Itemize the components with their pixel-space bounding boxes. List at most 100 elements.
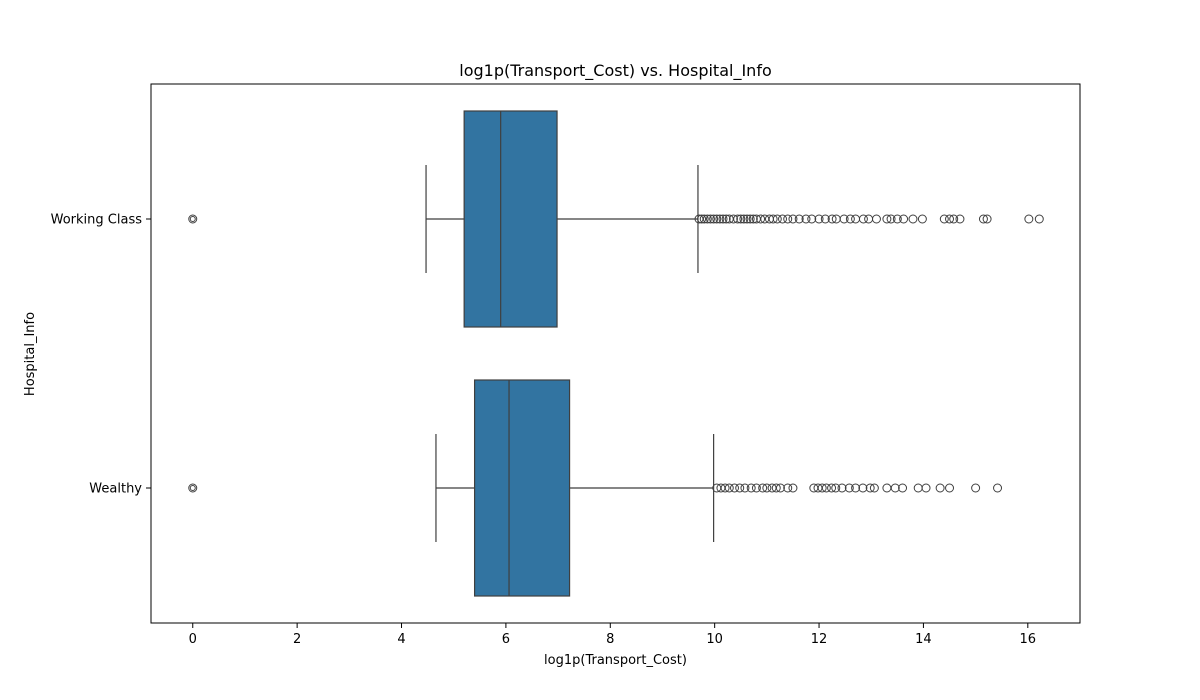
outlier-point — [783, 214, 793, 224]
x-tick-label: 16 — [1020, 632, 1037, 647]
outlier-point — [871, 214, 881, 224]
outlier-point — [775, 483, 785, 493]
outlier-point — [820, 214, 830, 224]
outlier-point — [794, 214, 804, 224]
outlier-point — [807, 214, 817, 224]
outlier-point — [762, 483, 772, 493]
outlier-point — [827, 483, 837, 493]
outlier-point — [978, 214, 988, 224]
outlier-point — [720, 483, 730, 493]
outlier-point — [892, 214, 902, 224]
outlier-point — [735, 483, 745, 493]
outlier-point — [882, 483, 892, 493]
outlier-point — [702, 214, 712, 224]
x-axis-label: log1p(Transport_Cost) — [544, 653, 687, 668]
x-axis: 0 2 4 6 8 10 12 14 16 — [189, 623, 1036, 647]
outlier-point — [935, 483, 945, 493]
outlier-point — [869, 483, 879, 493]
y-axis: Working Class Wealthy — [51, 213, 151, 497]
outlier-point — [721, 214, 731, 224]
outlier-point — [886, 214, 896, 224]
box-group-0 — [188, 110, 1044, 328]
outlier-point — [715, 214, 725, 224]
plot-frame — [150, 83, 1081, 624]
x-tick-label: 6 — [502, 632, 510, 647]
outlier-point — [845, 214, 855, 224]
outlier-point — [864, 214, 874, 224]
outlier-point — [728, 214, 738, 224]
y-tick-label: Working Class — [51, 213, 143, 228]
outlier-point — [955, 214, 965, 224]
x-tick-label: 14 — [915, 632, 932, 647]
outlier-point — [851, 483, 861, 493]
outlier-point — [831, 483, 841, 493]
outlier-point — [748, 214, 758, 224]
y-axis-label: Hospital_Info — [23, 312, 38, 396]
x-tick-label: 2 — [293, 632, 301, 647]
outlier-point — [188, 483, 198, 493]
outlier-point — [814, 214, 824, 224]
x-tick-label: 10 — [706, 632, 723, 647]
outlier-point — [899, 214, 909, 224]
outlier-point — [189, 216, 196, 222]
outlier-point — [740, 483, 750, 493]
chart-title: log1p(Transport_Cost) vs. Hospital_Info — [459, 61, 771, 81]
outlier-point — [945, 214, 955, 224]
outlier-point — [939, 214, 949, 224]
outlier-point — [712, 214, 722, 224]
x-tick-label: 12 — [811, 632, 828, 647]
box-group-1 — [188, 379, 1003, 597]
iqr-box — [463, 110, 558, 328]
outlier-point — [858, 214, 868, 224]
outlier-point — [733, 214, 743, 224]
outlier-point — [736, 214, 746, 224]
outlier-point — [697, 214, 707, 224]
outlier-point — [945, 483, 955, 493]
plot-marks — [188, 110, 1044, 597]
outlier-point — [788, 483, 798, 493]
outlier-point — [772, 214, 782, 224]
x-tick-label: 4 — [397, 632, 405, 647]
outlier-point — [993, 483, 1003, 493]
outlier-point — [739, 214, 749, 224]
outlier-point — [890, 483, 900, 493]
outlier-point — [971, 483, 981, 493]
outlier-point — [858, 483, 868, 493]
outlier-point — [898, 483, 908, 493]
outlier-point — [917, 214, 927, 224]
y-tick-label: Wealthy — [89, 482, 142, 497]
outlier-point — [839, 214, 849, 224]
outlier-point — [801, 214, 811, 224]
outlier-point — [768, 214, 778, 224]
outlier-point — [783, 483, 793, 493]
outlier-point — [844, 483, 854, 493]
outlier-point — [778, 214, 788, 224]
outlier-point — [756, 214, 766, 224]
outlier-point — [949, 214, 959, 224]
outlier-point — [742, 214, 752, 224]
outlier-point — [827, 214, 837, 224]
outlier-point — [709, 214, 719, 224]
outlier-point — [837, 483, 847, 493]
outlier-point — [865, 483, 875, 493]
outlier-point — [921, 483, 931, 493]
outlier-point — [745, 214, 755, 224]
outlier-point — [746, 483, 756, 493]
outlier-point — [188, 214, 198, 224]
outlier-point — [729, 483, 739, 493]
outlier-point — [817, 483, 827, 493]
outlier-point — [189, 485, 196, 491]
outlier-point — [758, 483, 768, 493]
x-tick-label: 0 — [189, 632, 197, 647]
outlier-point — [913, 483, 923, 493]
outlier-point — [982, 214, 992, 224]
outlier-point — [908, 214, 918, 224]
x-tick-label: 8 — [606, 632, 614, 647]
iqr-box — [473, 379, 571, 597]
outlier-point — [1034, 214, 1044, 224]
outlier-point — [751, 483, 761, 493]
outlier-point — [851, 214, 861, 224]
outlier-point — [705, 214, 715, 224]
outlier-point — [771, 483, 781, 493]
outlier-point — [821, 483, 831, 493]
